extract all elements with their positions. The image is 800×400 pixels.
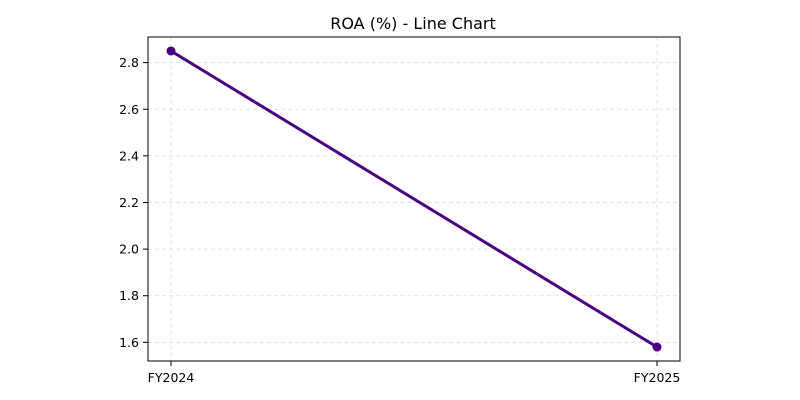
y-tick-label: 1.6 <box>119 335 139 350</box>
plot-frame <box>147 36 681 362</box>
y-tick-label: 2.6 <box>119 102 139 117</box>
y-tick-label: 2.8 <box>119 55 139 70</box>
chart-title: ROA (%) - Line Chart <box>330 14 496 33</box>
data-point <box>652 342 662 352</box>
y-tick-label: 2.0 <box>119 242 139 257</box>
y-tick-label: 2.2 <box>119 195 139 210</box>
series-layer <box>166 46 662 352</box>
x-tick-label: FY2024 <box>148 370 195 385</box>
axes: 1.6 1.8 2.0 2.2 2.4 2.6 2.8 FY2024 FY2025 <box>119 55 680 385</box>
y-tick-label: 1.8 <box>119 288 139 303</box>
data-point <box>166 46 176 56</box>
x-tick-label: FY2025 <box>634 370 681 385</box>
y-tick-label: 2.4 <box>119 148 139 163</box>
grid <box>148 37 680 361</box>
series-line <box>169 49 659 349</box>
